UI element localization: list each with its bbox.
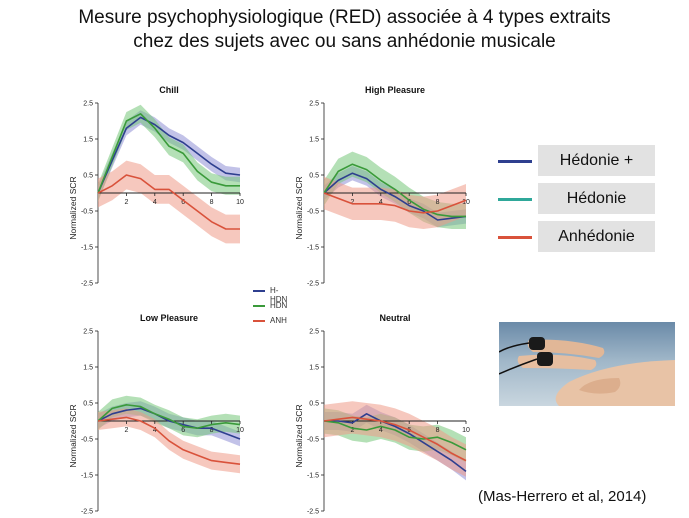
legend-swatch [498,160,532,163]
mini-legend-swatch [253,290,265,292]
mini-legend-swatch [253,305,265,307]
chart-title: High Pleasure [365,85,425,95]
y-tick-label: -2.5 [81,509,93,516]
y-tick-label: -1.5 [81,473,93,480]
x-tick-label: 6 [181,427,185,434]
y-tick-label: -2.5 [307,509,319,516]
x-tick-label: 8 [210,199,214,206]
x-tick-label: 2 [124,199,128,206]
y-tick-label: -1.5 [307,473,319,480]
x-tick-label: 10 [462,427,470,434]
legend-label: Hédonie [538,183,655,214]
series-line-anh [97,174,240,230]
band-anh [98,160,240,244]
x-tick-label: 4 [153,427,157,434]
legend-swatch [498,236,532,239]
y-tick-label: -0.5 [81,437,93,444]
y-axis-label: Normalized SCR [68,176,78,239]
series-line-hdn [323,420,467,451]
y-tick-label: 1.5 [309,137,319,144]
y-tick-label: -0.5 [307,209,319,216]
x-tick-label: 6 [407,199,411,206]
legend-label: Anhédonie [538,221,655,252]
x-tick-label: 2 [350,199,354,206]
legend-swatch [498,198,532,201]
chart-chill: Chill Normalized SCR 2.5 1.5 0.5 -0.5 -1.5 -2.5… [68,85,244,288]
x-tick-label: 10 [462,199,470,206]
y-tick-label: 2.5 [83,101,93,108]
x-tick-label: 10 [236,199,244,206]
series-line-h-hdn [97,407,241,440]
chart-low-pleasure: Low Pleasure Normalized SCR 2.5 1.5 0.5 -0.5 -… [68,313,244,516]
x-tick-label: 8 [210,427,214,434]
x-tick-label: 4 [379,199,383,206]
series-line-anh [97,416,241,465]
x-tick-label: 4 [153,199,157,206]
mini-legend-label: HDN [270,301,288,310]
y-tick-label: -0.5 [81,209,93,216]
y-axis-label: Normalized SCR [294,176,304,239]
series-line-hdn [97,404,241,429]
y-tick-label: 0.5 [83,173,93,180]
y-tick-label: 1.5 [83,365,93,372]
y-tick-label: 2.5 [309,329,319,336]
series-line-anh [323,416,467,462]
citation: (Mas-Herrero et al, 2014) [478,488,647,505]
x-tick-label: 2 [124,427,128,434]
series-line-h-hdn [324,413,467,473]
chart-high-pleasure: High Pleasure Normalized SCR 2.5 1.5 0.5 -0.5… [294,85,470,288]
y-tick-label: -2.5 [81,281,93,288]
y-tick-label: -0.5 [307,437,319,444]
x-tick-label: 4 [379,427,383,434]
mini-legend-label: ANH [270,316,287,325]
slide-title-line-1: Mesure psychophysiologique (RED) associé… [78,7,611,28]
y-tick-label: 2.5 [83,329,93,336]
y-tick-label: -2.5 [307,281,319,288]
x-tick-label: 6 [181,199,185,206]
chart-neutral: Neutral Normalized SCR 2.5 1.5 0.5 -0.5 -1.5 -2… [294,313,470,516]
y-axis-label: Normalized SCR [68,404,78,467]
y-tick-label: 0.5 [309,173,319,180]
y-tick-label: -1.5 [307,245,319,252]
x-tick-label: 8 [436,427,440,434]
x-tick-label: 8 [436,199,440,206]
chart-title: Chill [159,85,179,95]
y-tick-label: 1.5 [83,137,93,144]
finger-electrodes-photo [499,322,675,406]
y-tick-label: 0.5 [83,401,93,408]
series-line-h-hdn [97,116,241,194]
series-line-hdn [97,112,240,194]
mini-legend-label: H-HDN [270,286,288,304]
band-anh [324,401,466,477]
x-tick-label: 10 [236,427,244,434]
series-line-anh [323,192,467,214]
chart-title: Neutral [379,313,410,323]
slide-title: Mesure psychophysiologique (RED) associé… [0,6,689,54]
x-tick-label: 2 [350,427,354,434]
series-line-hdn [323,163,466,218]
y-tick-label: 1.5 [309,365,319,372]
slide-title-line-2: chez des sujets avec ou sans anhédonie m… [133,31,556,52]
y-tick-label: 2.5 [309,101,319,108]
legend-label: Hédonie + [538,145,655,176]
y-tick-label: 0.5 [309,401,319,408]
mini-legend-swatch [253,320,265,322]
hand-illustration [499,337,675,406]
series-line-h-hdn [323,172,467,221]
y-tick-label: -1.5 [81,245,93,252]
chart-title: Low Pleasure [140,313,198,323]
y-axis-label: Normalized SCR [294,404,304,467]
